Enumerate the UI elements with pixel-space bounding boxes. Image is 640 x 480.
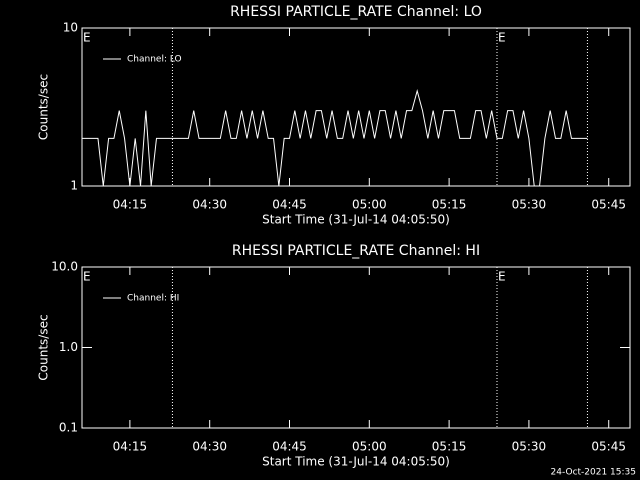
y-tick-label: 10.0	[51, 260, 78, 274]
x-tick-label: 05:45	[591, 198, 626, 212]
y-axis-label: Counts/sec	[37, 74, 51, 140]
x-tick-label: 05:30	[512, 440, 547, 454]
x-axis-label: Start Time (31-Jul-14 04:05:50)	[262, 213, 450, 227]
x-axis-label: Start Time (31-Jul-14 04:05:50)	[262, 455, 450, 469]
x-tick-label: 04:15	[113, 440, 148, 454]
y-tick-label: 1	[70, 179, 78, 193]
x-tick-label: 04:15	[113, 198, 148, 212]
plot-frame	[81, 266, 631, 429]
x-tick-label: 05:00	[352, 440, 387, 454]
plot-frame	[81, 27, 631, 187]
x-tick-label: 05:00	[352, 198, 387, 212]
event-marker: E	[498, 31, 506, 45]
chart-title: RHESSI PARTICLE_RATE Channel: LO	[230, 4, 482, 20]
y-tick-label: 1.0	[59, 340, 78, 354]
y-tick-label: 10	[63, 21, 78, 35]
x-tick-label: 05:45	[591, 440, 626, 454]
event-marker: E	[498, 270, 506, 284]
x-tick-label: 05:15	[432, 440, 467, 454]
legend-label: Channel: HI	[127, 294, 179, 304]
x-tick-label: 04:30	[192, 198, 227, 212]
event-marker: E	[83, 270, 91, 284]
chart-title: RHESSI PARTICLE_RATE Channel: HI	[232, 243, 480, 259]
x-tick-label: 04:45	[272, 198, 307, 212]
x-tick-label: 05:30	[512, 198, 547, 212]
data-line	[82, 88, 588, 187]
x-tick-label: 04:30	[192, 440, 227, 454]
x-tick-label: 05:15	[432, 198, 467, 212]
y-axis-label: Counts/sec	[37, 314, 51, 380]
y-tick-label: 0.1	[59, 421, 78, 435]
legend-label: Channel: LO	[127, 55, 182, 65]
event-marker: E	[83, 31, 91, 45]
footer-date: 24-Oct-2021 15:35	[551, 468, 636, 478]
x-tick-label: 04:45	[272, 440, 307, 454]
